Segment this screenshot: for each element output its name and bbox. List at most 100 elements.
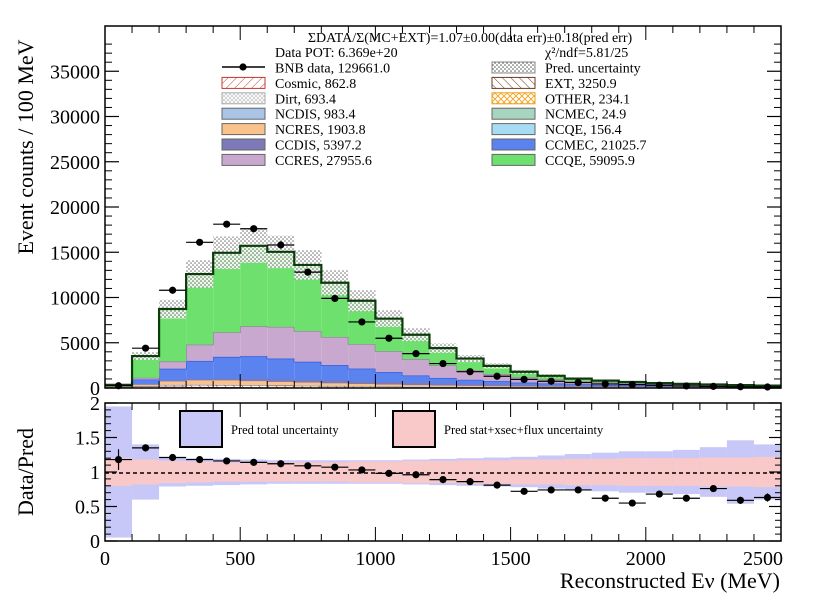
ratio-point-17 (574, 486, 582, 494)
ratio-y-tick-label: 0.5 (75, 497, 100, 519)
ratio-points (105, 444, 781, 507)
legend-swatch-11 (491, 138, 536, 151)
ratio-point-8 (331, 463, 339, 471)
bar-ccdis-4 (213, 378, 241, 381)
ratio-point-7 (304, 462, 312, 470)
ratio-point-22 (709, 484, 718, 493)
x-tick-label: 2500 (743, 548, 783, 570)
bar-ccres-6 (267, 326, 295, 359)
y-tick-label: 25000 (50, 152, 100, 174)
bar-nc-7 (294, 382, 322, 386)
ratio-syst-band-17 (564, 458, 592, 486)
legend-swatch-5 (491, 92, 536, 105)
bar-ccdis-6 (267, 379, 295, 382)
ratio-point-10 (385, 469, 393, 477)
ratio-syst-band-4 (213, 462, 241, 482)
legend-swatch-10 (221, 138, 266, 151)
bar-ccres-12 (429, 365, 457, 378)
ratio-point-23 (736, 496, 745, 504)
ratio-syst-band-18 (591, 458, 619, 486)
legend-swatch-8 (221, 123, 266, 136)
data-point-3 (196, 238, 204, 246)
bar-nc-1 (132, 384, 160, 386)
bar-ccdis-16 (537, 385, 565, 387)
data-point-13 (466, 368, 474, 376)
legend-label-5: OTHER, 234.1 (545, 92, 630, 107)
ratio-syst-band-6 (267, 462, 295, 482)
bar-ext-3 (186, 384, 214, 387)
ratio-syst-band-21 (672, 458, 700, 486)
ratio-point-19 (628, 499, 636, 507)
ratio-syst-band-16 (537, 459, 565, 485)
legend-swatch-4 (221, 92, 266, 105)
ratio-point-1 (141, 444, 150, 452)
chi2-label: χ²/ndf=5.81/25 (544, 46, 628, 61)
ratio-syst-band-22 (699, 457, 727, 487)
bar-ccres-8 (321, 337, 349, 366)
ratio-uncertainty-bands (105, 406, 781, 538)
legend-swatch-6 (221, 107, 266, 120)
bar-ext-7 (294, 385, 322, 388)
data-point-7 (304, 268, 312, 276)
legend-label-0: BNB data, 129661.0 (275, 62, 390, 77)
legend-label-7: NCMEC, 24.9 (545, 108, 626, 123)
y-tick-label: 15000 (50, 242, 100, 264)
x-axis-title-text: Reconstructed Eν (MeV) (560, 568, 780, 593)
bar-ccqe-14 (483, 365, 511, 374)
x-tick-label: 1500 (491, 548, 531, 570)
legend-swatch-3 (491, 76, 536, 89)
data-point-4 (223, 220, 231, 228)
bar-nc-4 (213, 380, 241, 385)
y-tick-label: 20000 (50, 197, 100, 219)
x-tick-label: 500 (225, 548, 255, 570)
legend-swatch-12 (221, 153, 266, 166)
bar-ccdis-13 (456, 383, 484, 386)
legend-label-9: NCQE, 156.4 (545, 123, 622, 138)
bar-ext-5 (240, 385, 268, 388)
ratio-legend-swatch-0 (179, 410, 223, 448)
data-point-2 (169, 286, 177, 294)
x-tick-label: 2000 (626, 548, 666, 570)
bar-ccqe-13 (456, 358, 484, 371)
bar-ext-2 (159, 384, 187, 387)
bar-ccdis-10 (375, 382, 403, 385)
ratio-y-axis-title: Data/Pred (13, 428, 38, 516)
bar-ccdis-14 (483, 384, 511, 387)
bar-ccqe-1 (132, 356, 160, 378)
data-point-18 (601, 380, 609, 388)
ratio-syst-band-15 (510, 459, 538, 485)
ratio-point-4 (223, 457, 231, 465)
data-point-12 (439, 359, 447, 368)
y-axis-title: Event counts / 100 MeV (13, 39, 38, 254)
ratio-point-5 (250, 458, 258, 466)
x-axis-title: Reconstructed Eν (MeV) (560, 568, 780, 593)
ratio-point-14 (493, 481, 501, 489)
bar-ccres-10 (375, 351, 403, 373)
ratio-syst-band-2 (159, 460, 187, 484)
bar-ext-6 (267, 385, 295, 388)
ratio-y-tick-label: 1 (90, 462, 100, 484)
y-tick-label: 30000 (50, 107, 100, 129)
bar-ext-9 (348, 386, 376, 388)
ratio-syst-band-13 (456, 460, 484, 484)
legend-swatch-9 (491, 123, 536, 136)
chart-title: ΣDATA/Σ(MC+EXT)=1.07±0.00(data err)±0.18… (308, 31, 633, 46)
bar-ccmec-3 (186, 360, 214, 380)
bar-ccqe-15 (510, 371, 538, 378)
bar-nc-10 (375, 384, 403, 387)
ratio-point-16 (547, 486, 555, 494)
bar-ccres-11 (402, 359, 430, 376)
ratio-point-3 (196, 455, 204, 464)
data-point-6 (277, 241, 285, 249)
total-prediction-outline (105, 244, 781, 387)
legend-label-2: Cosmic, 862.8 (275, 77, 356, 92)
bar-ccmec-13 (456, 379, 484, 384)
data-point-20 (655, 381, 663, 389)
bar-ccmec-11 (402, 375, 430, 383)
bar-ext-10 (375, 386, 403, 388)
data-point-11 (412, 350, 420, 358)
ratio-legend-swatch-1 (392, 410, 436, 448)
ratio-y-axis: 0 0.5 1 1.5 2 (75, 393, 781, 553)
bar-ccres-9 (348, 344, 376, 369)
